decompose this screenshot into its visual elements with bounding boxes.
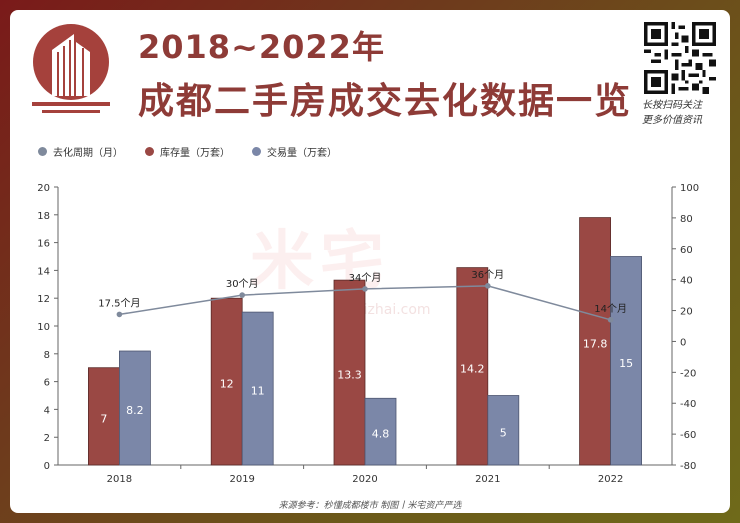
y-left-tick-label: 2 [44, 433, 50, 444]
y-right-tick-label: -40 [680, 399, 696, 410]
bar-stock-label: 12 [220, 378, 234, 391]
bar-stock [333, 279, 366, 466]
y-right-tick-label: -20 [680, 368, 696, 379]
y-right-tick-label: 100 [680, 183, 699, 194]
point-cycle-label: 17.5个月 [98, 297, 140, 309]
legend-swatch-stock [145, 147, 154, 156]
qr-caption-line2: 更多价值资讯 [642, 115, 702, 126]
point-cycle [362, 286, 368, 292]
x-tick-label: 2021 [475, 474, 500, 485]
point-cycle [239, 292, 245, 298]
bar-volume-label: 15 [619, 357, 633, 370]
chart-plot: 0 2 4 6 8 10 12 14 16 18 20 -80 -60 -40 -20 0 20 40 60 80 10… [37, 183, 699, 485]
point-cycle-label: 34个月 [349, 272, 382, 284]
y-right-tick-label: 80 [680, 214, 693, 225]
legend-label-cycle: 去化周期（月） [53, 148, 123, 159]
bar-volume-label: 5 [500, 426, 507, 439]
point-cycle-label: 36个月 [471, 269, 504, 281]
bar-stock-label: 13.3 [337, 369, 362, 382]
y-right-tick-label: 20 [680, 307, 693, 318]
y-right-tick-label: 0 [680, 337, 686, 348]
point-cycle-label: 14个月 [594, 303, 627, 315]
y-left-tick-label: 0 [44, 461, 50, 472]
y-left-tick-label: 10 [37, 322, 50, 333]
y-left-tick-label: 12 [37, 294, 50, 305]
y-left-tick-label: 16 [37, 239, 50, 250]
y-left-tick-label: 6 [44, 378, 50, 389]
qr-code-icon[interactable] [644, 22, 716, 94]
point-cycle [116, 311, 123, 318]
page-subtitle: 成都二手房成交去化数据一览 [138, 81, 633, 122]
bar-stock [210, 297, 243, 466]
legend-swatch-cycle [38, 147, 47, 156]
y-left-tick-label: 8 [44, 350, 50, 361]
bar-volume-label: 4.8 [372, 428, 390, 441]
y-left-tick-label: 14 [37, 266, 50, 277]
qr-caption: 长按扫码关注 更多价值资讯 [622, 98, 722, 128]
y-right-tick-label: -80 [680, 461, 696, 472]
bar-volume-label: 8.2 [126, 404, 144, 417]
logo-building-icon [32, 24, 110, 113]
watermark-url: mizhai.com [350, 302, 431, 318]
bar-stock-label: 17.8 [583, 337, 608, 350]
x-tick-label: 2022 [598, 474, 623, 485]
y-right-tick-label: 60 [680, 245, 693, 256]
chart-legend: 去化周期（月） 库存量（万套） 交易量（万套） [38, 144, 337, 159]
bar-stock [456, 267, 489, 466]
bar-volume-label: 11 [251, 385, 265, 398]
bar-volume [487, 395, 520, 466]
bar-volume [119, 350, 151, 466]
legend-item-volume[interactable]: 交易量（万套） [252, 144, 337, 159]
point-cycle-label: 30个月 [226, 278, 259, 290]
card: 2018~2022年 成都二手房成交去化数据一览 长按扫码关注 更多价值资讯 米… [10, 10, 730, 513]
bar-volume [241, 311, 274, 466]
y-left-tick-label: 20 [37, 183, 50, 194]
page-title: 2018~2022年 [138, 28, 385, 66]
x-tick-label: 2018 [107, 474, 132, 485]
source-note: 来源参考：秒懂成都楼市 制图丨米宅资产严选 [278, 501, 462, 511]
y-left-tick-label: 18 [37, 211, 50, 222]
bar-volume [610, 256, 642, 466]
legend-label-stock: 库存量（万套） [160, 148, 230, 159]
legend-item-cycle[interactable]: 去化周期（月） [38, 144, 123, 159]
bar-stock [88, 367, 120, 466]
x-tick-label: 2020 [352, 474, 377, 485]
y-right-tick-label: -60 [680, 430, 696, 441]
bar-stock [579, 217, 611, 466]
y-left-tick-label: 4 [44, 405, 50, 416]
legend-swatch-volume [252, 147, 261, 156]
legend-item-stock[interactable]: 库存量（万套） [145, 144, 230, 159]
bar-volume [364, 397, 397, 466]
qr-caption-line1: 长按扫码关注 [642, 100, 702, 111]
y-right-tick-label: 40 [680, 276, 693, 287]
legend-label-volume: 交易量（万套） [267, 148, 337, 159]
point-cycle [485, 283, 491, 289]
point-cycle [607, 317, 614, 323]
x-tick-label: 2019 [229, 474, 254, 485]
bar-stock-label: 14.2 [460, 362, 485, 375]
bar-stock-label: 7 [100, 412, 107, 425]
